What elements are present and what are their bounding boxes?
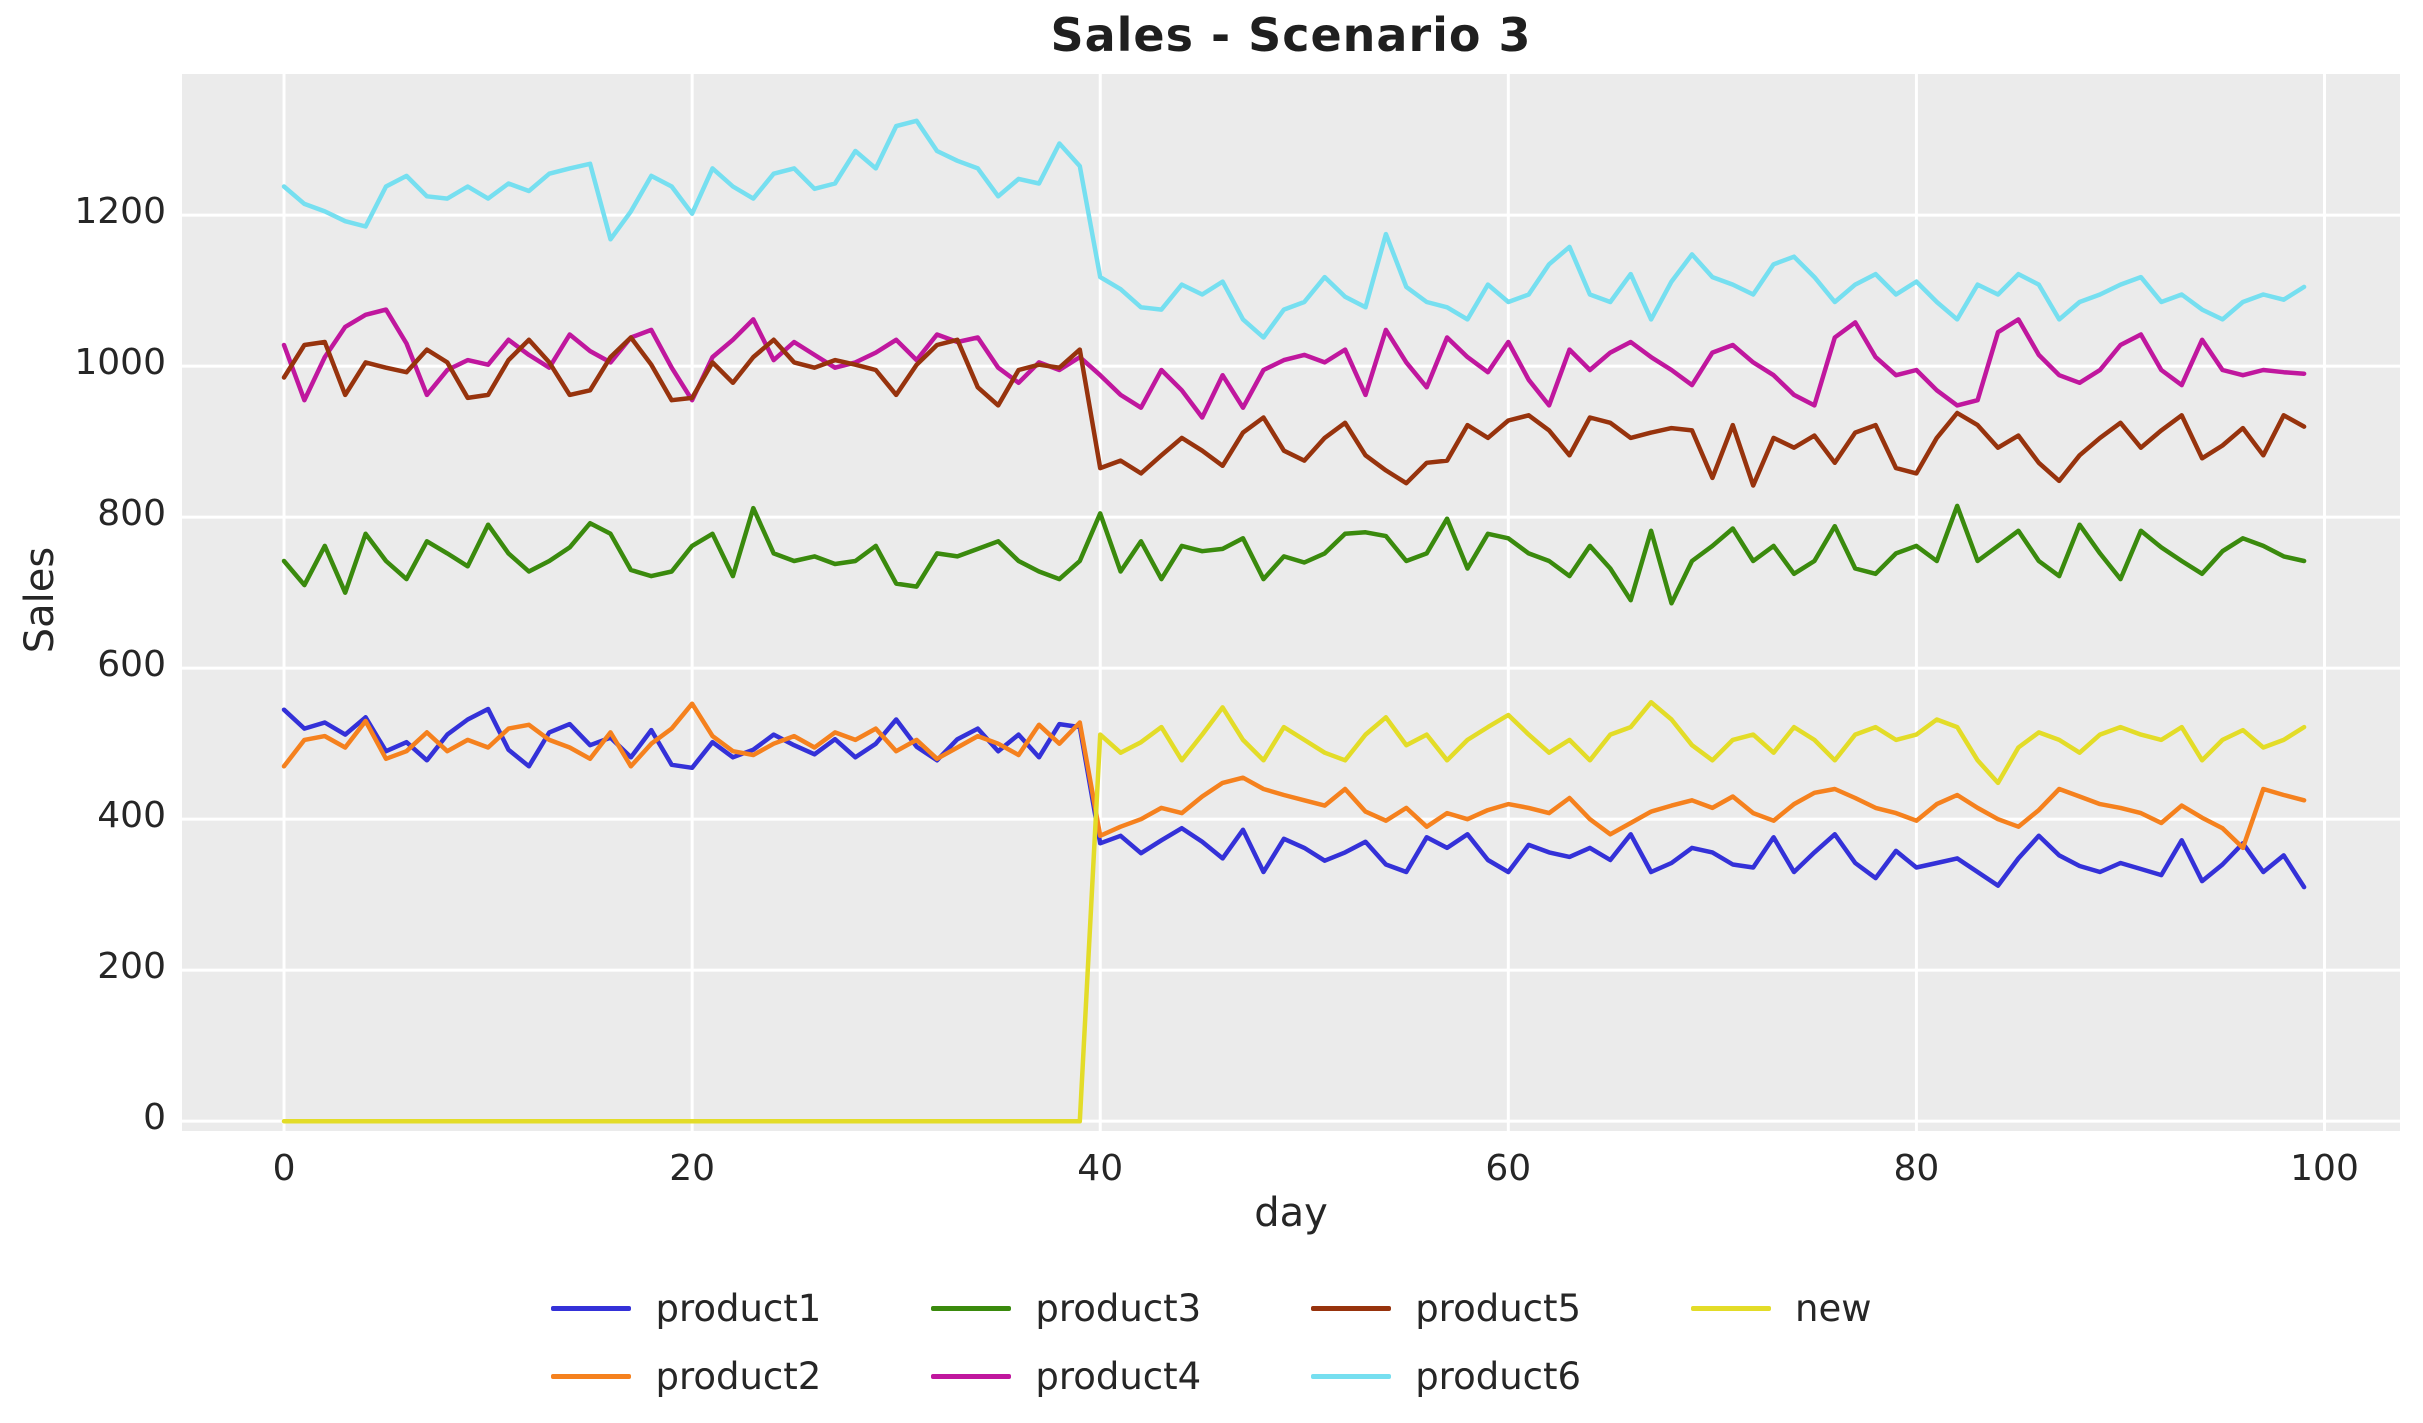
legend-label-product6: product6 — [1415, 1354, 1582, 1398]
y-tick-label-600: 600 — [97, 644, 166, 686]
legend-item-product2: product2 — [551, 1350, 821, 1402]
legend-label-product4: product4 — [1035, 1354, 1202, 1398]
x-axis-label: day — [1254, 1190, 1328, 1236]
legend-column: product5 product6 — [1311, 1282, 1581, 1402]
legend-swatch-product4 — [931, 1373, 1012, 1379]
x-tick-label-20: 20 — [669, 1148, 716, 1189]
legend-item-product5: product5 — [1311, 1282, 1581, 1334]
x-tick-label-80: 80 — [1893, 1148, 1940, 1189]
x-tick-label-40: 40 — [1077, 1148, 1124, 1189]
y-axis-label: Sales — [17, 546, 63, 654]
series-line-product3 — [281, 503, 2307, 606]
legend-label-product2: product2 — [655, 1354, 822, 1398]
legend-label-product1: product1 — [655, 1286, 822, 1330]
y-tick-label-1200: 1200 — [74, 191, 166, 233]
legend-column: product3 product4 — [931, 1282, 1201, 1402]
legend: product1 product2 product3 product4 product5… — [0, 1282, 2423, 1402]
legend-swatch-product5 — [1311, 1305, 1392, 1311]
legend-item-product4: product4 — [931, 1350, 1201, 1402]
legend-swatch-product3 — [931, 1305, 1012, 1311]
legend-label-product3: product3 — [1035, 1286, 1202, 1330]
legend-label-product5: product5 — [1415, 1286, 1582, 1330]
legend-label-new: new — [1795, 1286, 1872, 1330]
legend-swatch-new — [1691, 1305, 1772, 1311]
x-tick-label-0: 0 — [272, 1148, 296, 1189]
y-tick-label-400: 400 — [97, 795, 166, 837]
y-tick-label-1000: 1000 — [74, 342, 166, 384]
y-tick-label-800: 800 — [97, 493, 166, 535]
legend-item-product6: product6 — [1311, 1350, 1581, 1402]
series-line-product5 — [281, 335, 2307, 488]
legend-swatch-product6 — [1311, 1373, 1392, 1379]
plot-area — [182, 74, 2400, 1131]
series-line-product6 — [281, 118, 2307, 340]
legend-swatch-product2 — [551, 1373, 632, 1379]
legend-item-product3: product3 — [931, 1282, 1201, 1334]
x-tick-label-100: 100 — [2290, 1148, 2359, 1189]
chart-title: Sales - Scenario 3 — [1050, 8, 1532, 62]
y-tick-label-0: 0 — [143, 1097, 166, 1139]
legend-column: product1 product2 — [551, 1282, 821, 1402]
y-tick-label-200: 200 — [97, 946, 166, 988]
x-tick-label-60: 60 — [1485, 1148, 1532, 1189]
legend-swatch-product1 — [551, 1305, 632, 1311]
legend-column: new — [1691, 1282, 1872, 1402]
legend-item-new: new — [1691, 1282, 1872, 1334]
legend-item-product1: product1 — [551, 1282, 821, 1334]
series-line-new — [281, 699, 2307, 1124]
plot-background — [182, 74, 2400, 1131]
series-line-product2 — [281, 701, 2307, 851]
